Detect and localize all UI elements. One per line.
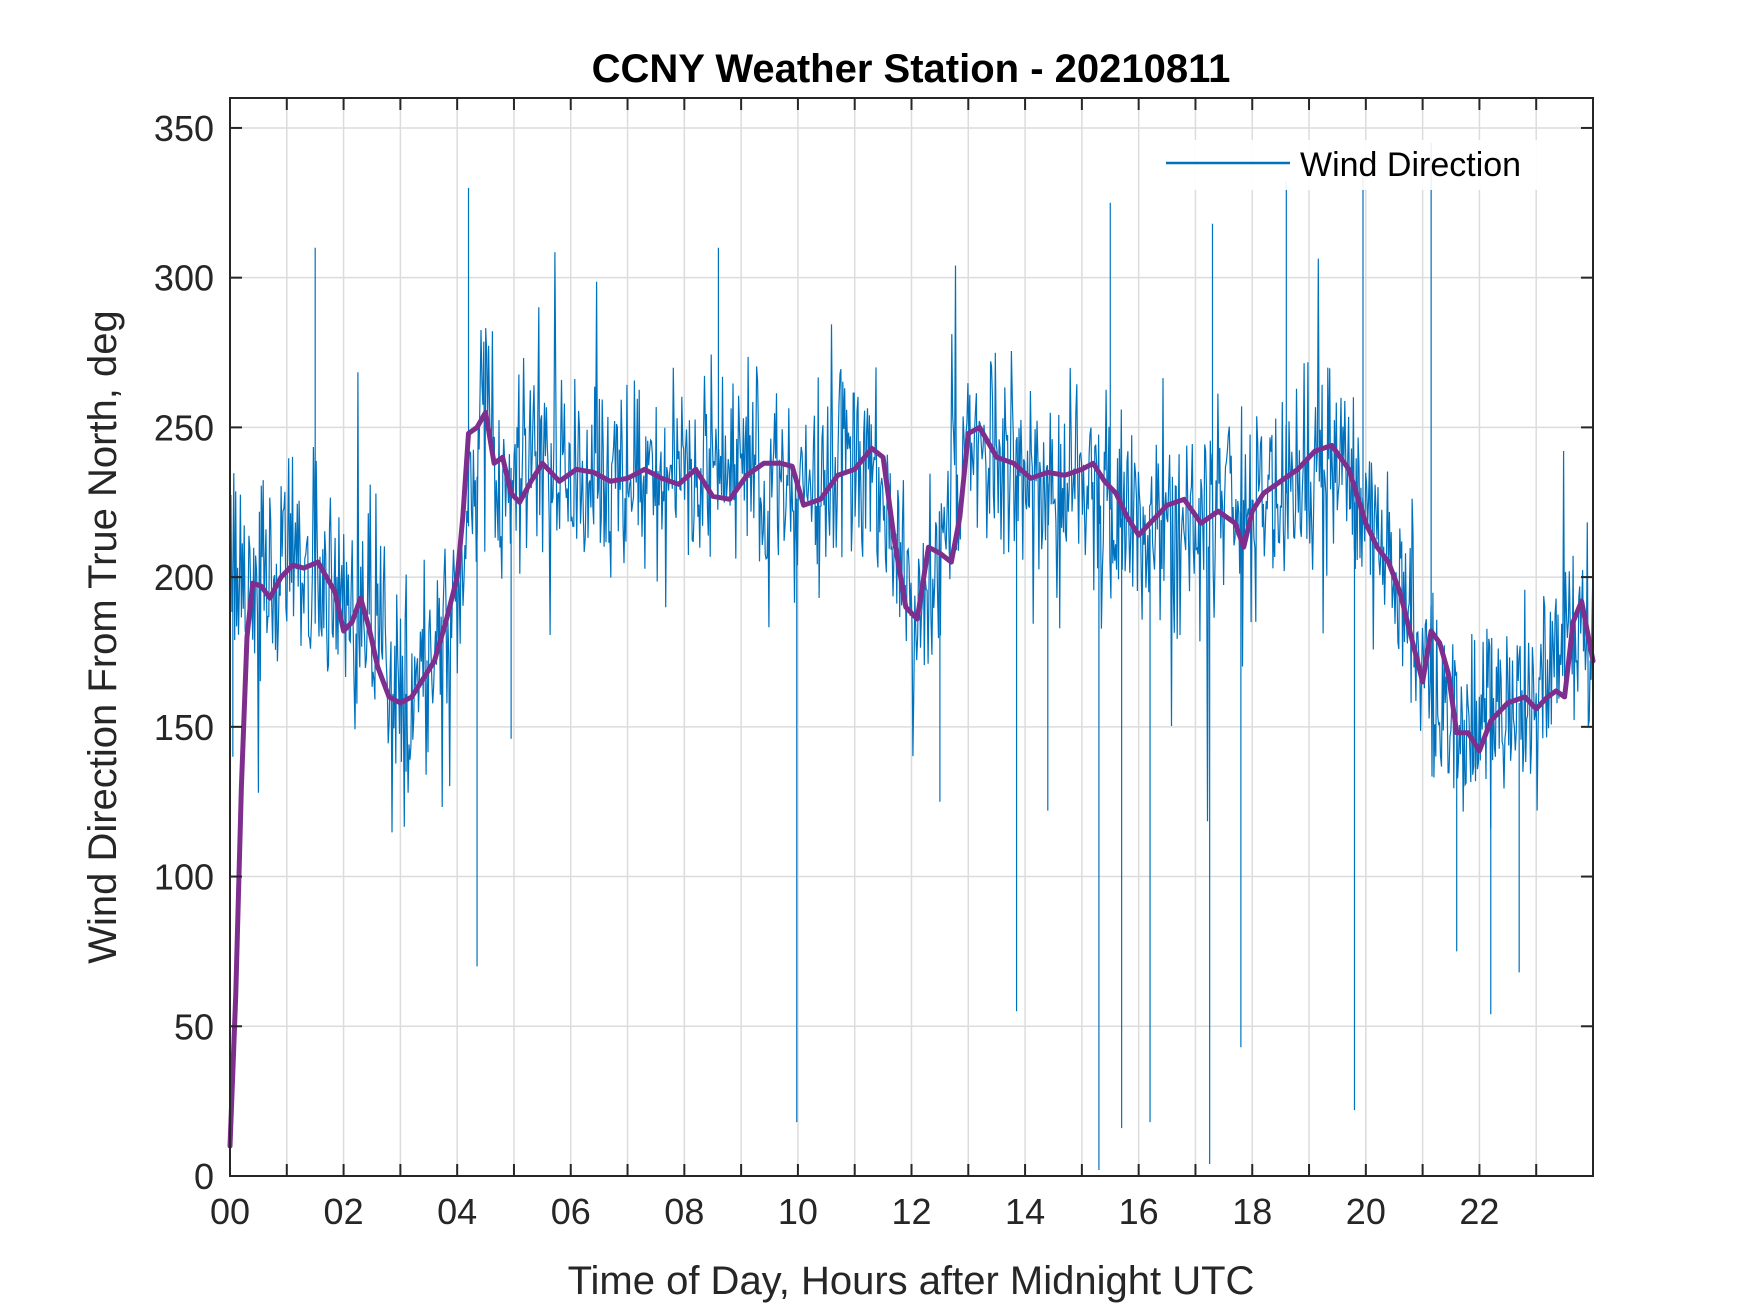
y-tick-label: 0 <box>194 1156 214 1197</box>
x-tick-label: 18 <box>1232 1191 1272 1232</box>
x-tick-label: 06 <box>551 1191 591 1232</box>
y-tick-label: 50 <box>174 1006 214 1047</box>
series-smoothed <box>227 409 1596 1149</box>
y-tick-label: 200 <box>154 557 214 598</box>
legend-label-wind-direction: Wind Direction <box>1300 146 1521 184</box>
legend: Wind Direction <box>1150 140 1550 190</box>
x-tick-label: 20 <box>1346 1191 1386 1232</box>
x-tick-label: 08 <box>664 1191 704 1232</box>
x-tick-label: 14 <box>1005 1191 1045 1232</box>
axis-ticks: 00 02 04 06 08 10 12 14 16 18 20 22 0 50 100 150 200 250 3… <box>154 98 1594 1232</box>
y-tick-label: 150 <box>154 707 214 748</box>
x-tick-label: 10 <box>778 1191 818 1232</box>
x-axis-label: Time of Day, Hours after Midnight UTC <box>568 1259 1255 1303</box>
y-tick-label: 100 <box>154 857 214 898</box>
chart-title: CCNY Weather Station - 20210811 <box>592 47 1231 91</box>
legend-box <box>1150 140 1550 190</box>
y-tick-label: 300 <box>154 258 214 299</box>
x-tick-label: 00 <box>210 1191 250 1232</box>
x-tick-label: 22 <box>1459 1191 1499 1232</box>
wind-direction-line <box>229 252 1594 833</box>
y-axis-label: Wind Direction From True North, deg <box>81 310 125 964</box>
smoothed-line <box>227 409 1596 1149</box>
x-tick-label: 02 <box>324 1191 364 1232</box>
y-tick-label: 350 <box>154 108 214 149</box>
x-tick-label: 12 <box>891 1191 931 1232</box>
y-tick-label: 250 <box>154 407 214 448</box>
x-tick-label: 16 <box>1119 1191 1159 1232</box>
x-tick-label: 04 <box>437 1191 477 1232</box>
